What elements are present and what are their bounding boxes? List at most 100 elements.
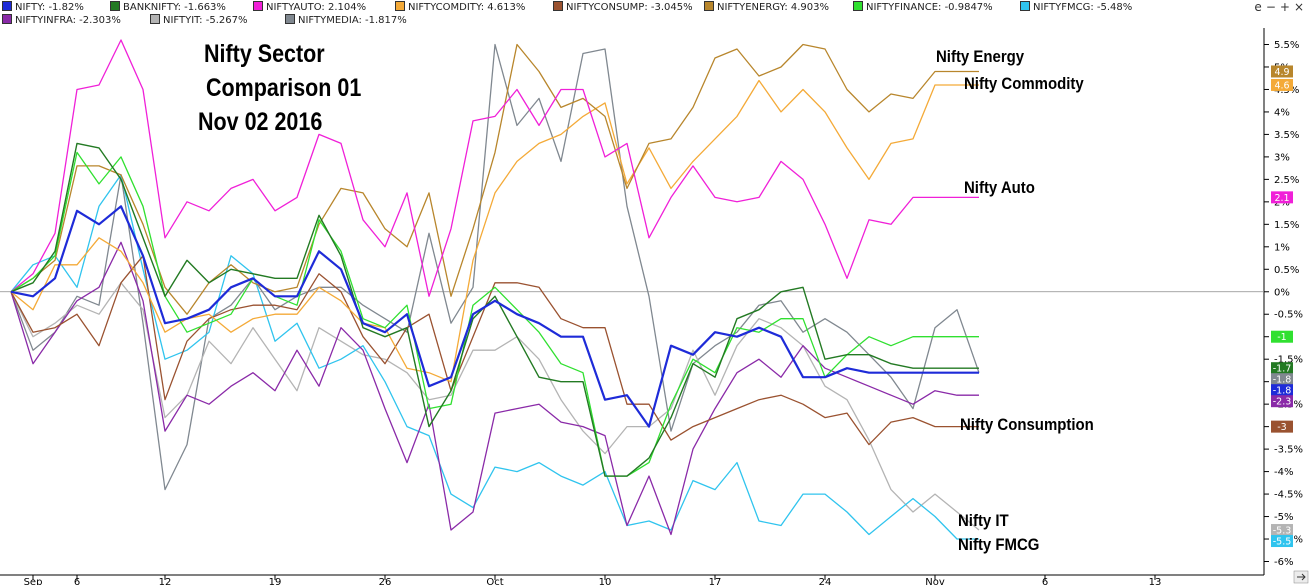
series-line-niftycomdity	[10, 79, 979, 383]
annotation-nifty-it: Nifty IT	[958, 511, 1009, 530]
last-value-badges: 4.94.62.1-1-1.7-1.8-1.8-2.3-3-5.3-5.5	[1271, 65, 1293, 548]
series-line-niftyconsump	[10, 255, 979, 446]
series-line-niftyit	[10, 282, 980, 531]
legend-item[interactable]: NIFTYIT: -5.267%	[150, 14, 247, 26]
legend-swatch	[553, 1, 563, 11]
badge-niftyenergy: 4.9	[1271, 65, 1293, 78]
legend-item[interactable]: NIFTYENERGY: 4.903%	[704, 1, 829, 13]
x-tick-label: 6	[1042, 577, 1048, 585]
badge-value: -1.8	[1273, 386, 1292, 397]
x-tick-label: 19	[269, 577, 282, 585]
badge-value: -1.7	[1273, 364, 1292, 375]
badge-niftyfmcg: -5.5	[1271, 535, 1293, 548]
badge-value: -5.3	[1273, 526, 1292, 537]
y-tick-label: 2.5%	[1274, 175, 1299, 186]
legend-item[interactable]: NIFTYFMCG: -5.48%	[1020, 1, 1132, 13]
legend-item[interactable]: BANKNIFTY: -1.663%	[110, 1, 226, 13]
legend-label: NIFTY: -1.82%	[15, 2, 84, 13]
y-tick-label: -3.5%	[1274, 445, 1303, 456]
annotation-nifty-commodity: Nifty Commodity	[964, 74, 1084, 93]
y-tick-label: -0.5%	[1274, 310, 1303, 321]
series-line-niftymedia	[10, 43, 980, 491]
legend-swatch	[853, 1, 863, 11]
x-tick-label: 6	[74, 577, 80, 585]
legend-swatch	[2, 14, 12, 24]
chart-title-line-2: Comparison 01	[206, 74, 362, 102]
legend-label: NIFTYFINANCE: -0.9847%	[866, 2, 993, 13]
badge-value: 4.9	[1274, 67, 1289, 78]
plus-icon[interactable]: +	[1279, 0, 1294, 14]
y-tick-label: -1.5%	[1274, 355, 1303, 366]
y-tick-label: -4.5%	[1274, 490, 1303, 501]
legend-item[interactable]: NIFTYCONSUMP: -3.045%	[553, 1, 693, 13]
legend-item[interactable]: NIFTYINFRA: -2.303%	[2, 14, 121, 26]
scroll-arrow-icon[interactable]	[1293, 570, 1309, 584]
badge-value: -3	[1277, 422, 1286, 433]
legend-swatch	[253, 1, 263, 11]
annotation-nifty-energy: Nifty Energy	[936, 47, 1025, 66]
badge-value: -2.3	[1273, 397, 1292, 408]
legend-item[interactable]: NIFTYCOMDITY: 4.613%	[395, 1, 525, 13]
badge-value: -1	[1277, 332, 1286, 343]
legend-swatch	[2, 1, 12, 11]
x-tick-label: Nov	[925, 577, 945, 585]
annotation-nifty-fmcg: Nifty FMCG	[958, 535, 1040, 554]
annotation-nifty-auto: Nifty Auto	[964, 178, 1035, 197]
y-tick-label: -6%	[1274, 557, 1293, 568]
x-tick-label: 24	[819, 577, 832, 585]
minus-icon[interactable]: −	[1265, 0, 1280, 14]
x-tick-label: Oct	[486, 577, 503, 585]
series-line-niftyfinance	[10, 151, 979, 477]
expand-icon[interactable]: e	[1254, 0, 1266, 14]
legend-label: NIFTYINFRA: -2.303%	[15, 15, 121, 26]
chart-title-line-1: Nifty Sector	[204, 40, 325, 68]
y-tick-label: 1.5%	[1274, 220, 1299, 231]
legend-label: NIFTYAUTO: 2.104%	[266, 2, 367, 13]
legend-swatch	[150, 14, 160, 24]
legend-label: NIFTYENERGY: 4.903%	[717, 2, 829, 13]
legend-item[interactable]: NIFTYMEDIA: -1.817%	[285, 14, 407, 26]
legend-label: NIFTYCOMDITY: 4.613%	[408, 2, 526, 13]
series-line-nifty	[10, 205, 979, 428]
y-tick-label: 3.5%	[1274, 130, 1299, 141]
y-tick-label: -4%	[1274, 467, 1293, 478]
series-line-banknifty	[10, 142, 979, 477]
badge-value: 2.1	[1274, 193, 1289, 204]
badge-niftyit: -5.3	[1271, 524, 1293, 537]
badge-niftymedia: -1.8	[1271, 373, 1293, 386]
legend-swatch	[285, 14, 295, 24]
badge-niftyauto: 2.1	[1271, 191, 1293, 204]
window-controls: e−+×	[1254, 0, 1308, 14]
series-line-niftyfmcg	[10, 174, 979, 540]
series-line-niftyauto	[10, 39, 979, 297]
legend-label: NIFTYCONSUMP: -3.045%	[566, 2, 693, 13]
x-tick-label: 10	[599, 577, 612, 585]
y-tick-label: -5%	[1274, 512, 1293, 523]
legend-swatch	[395, 1, 405, 11]
badge-niftyconsump: -3	[1271, 420, 1293, 433]
y-tick-label: 1%	[1274, 242, 1290, 253]
legend-item[interactable]: NIFTYAUTO: 2.104%	[253, 1, 366, 13]
x-tick-label: 13	[1149, 577, 1162, 585]
legend-label: NIFTYIT: -5.267%	[163, 15, 248, 26]
badge-value: -5.5	[1273, 537, 1292, 548]
legend-bar: NIFTY: -1.82% BANKNIFTY: -1.663% NIFTYAUTO…	[0, 0, 1312, 26]
legend-label: NIFTYFMCG: -5.48%	[1033, 2, 1133, 13]
legend-swatch	[1020, 1, 1030, 11]
y-tick-label: 4%	[1274, 107, 1290, 118]
x-tick-label: 26	[379, 577, 392, 585]
y-tick-label: 0%	[1274, 287, 1290, 298]
chart-title-line-3: Nov 02 2016	[198, 108, 323, 136]
legend-item[interactable]: NIFTY: -1.82%	[2, 1, 84, 13]
legend-swatch	[704, 1, 714, 11]
x-axis-ticks: Sep 6 12 19 26 Oct 10 17 24 Nov 6 13	[24, 575, 1162, 585]
series-lines	[10, 39, 980, 540]
legend-label: BANKNIFTY: -1.663%	[123, 2, 226, 13]
close-icon[interactable]: ×	[1293, 0, 1308, 14]
legend-item[interactable]: NIFTYFINANCE: -0.9847%	[853, 1, 993, 13]
badge-nifty: -1.8	[1271, 384, 1293, 397]
x-tick-label: Sep	[24, 577, 43, 585]
badge-value: -1.8	[1273, 375, 1292, 386]
